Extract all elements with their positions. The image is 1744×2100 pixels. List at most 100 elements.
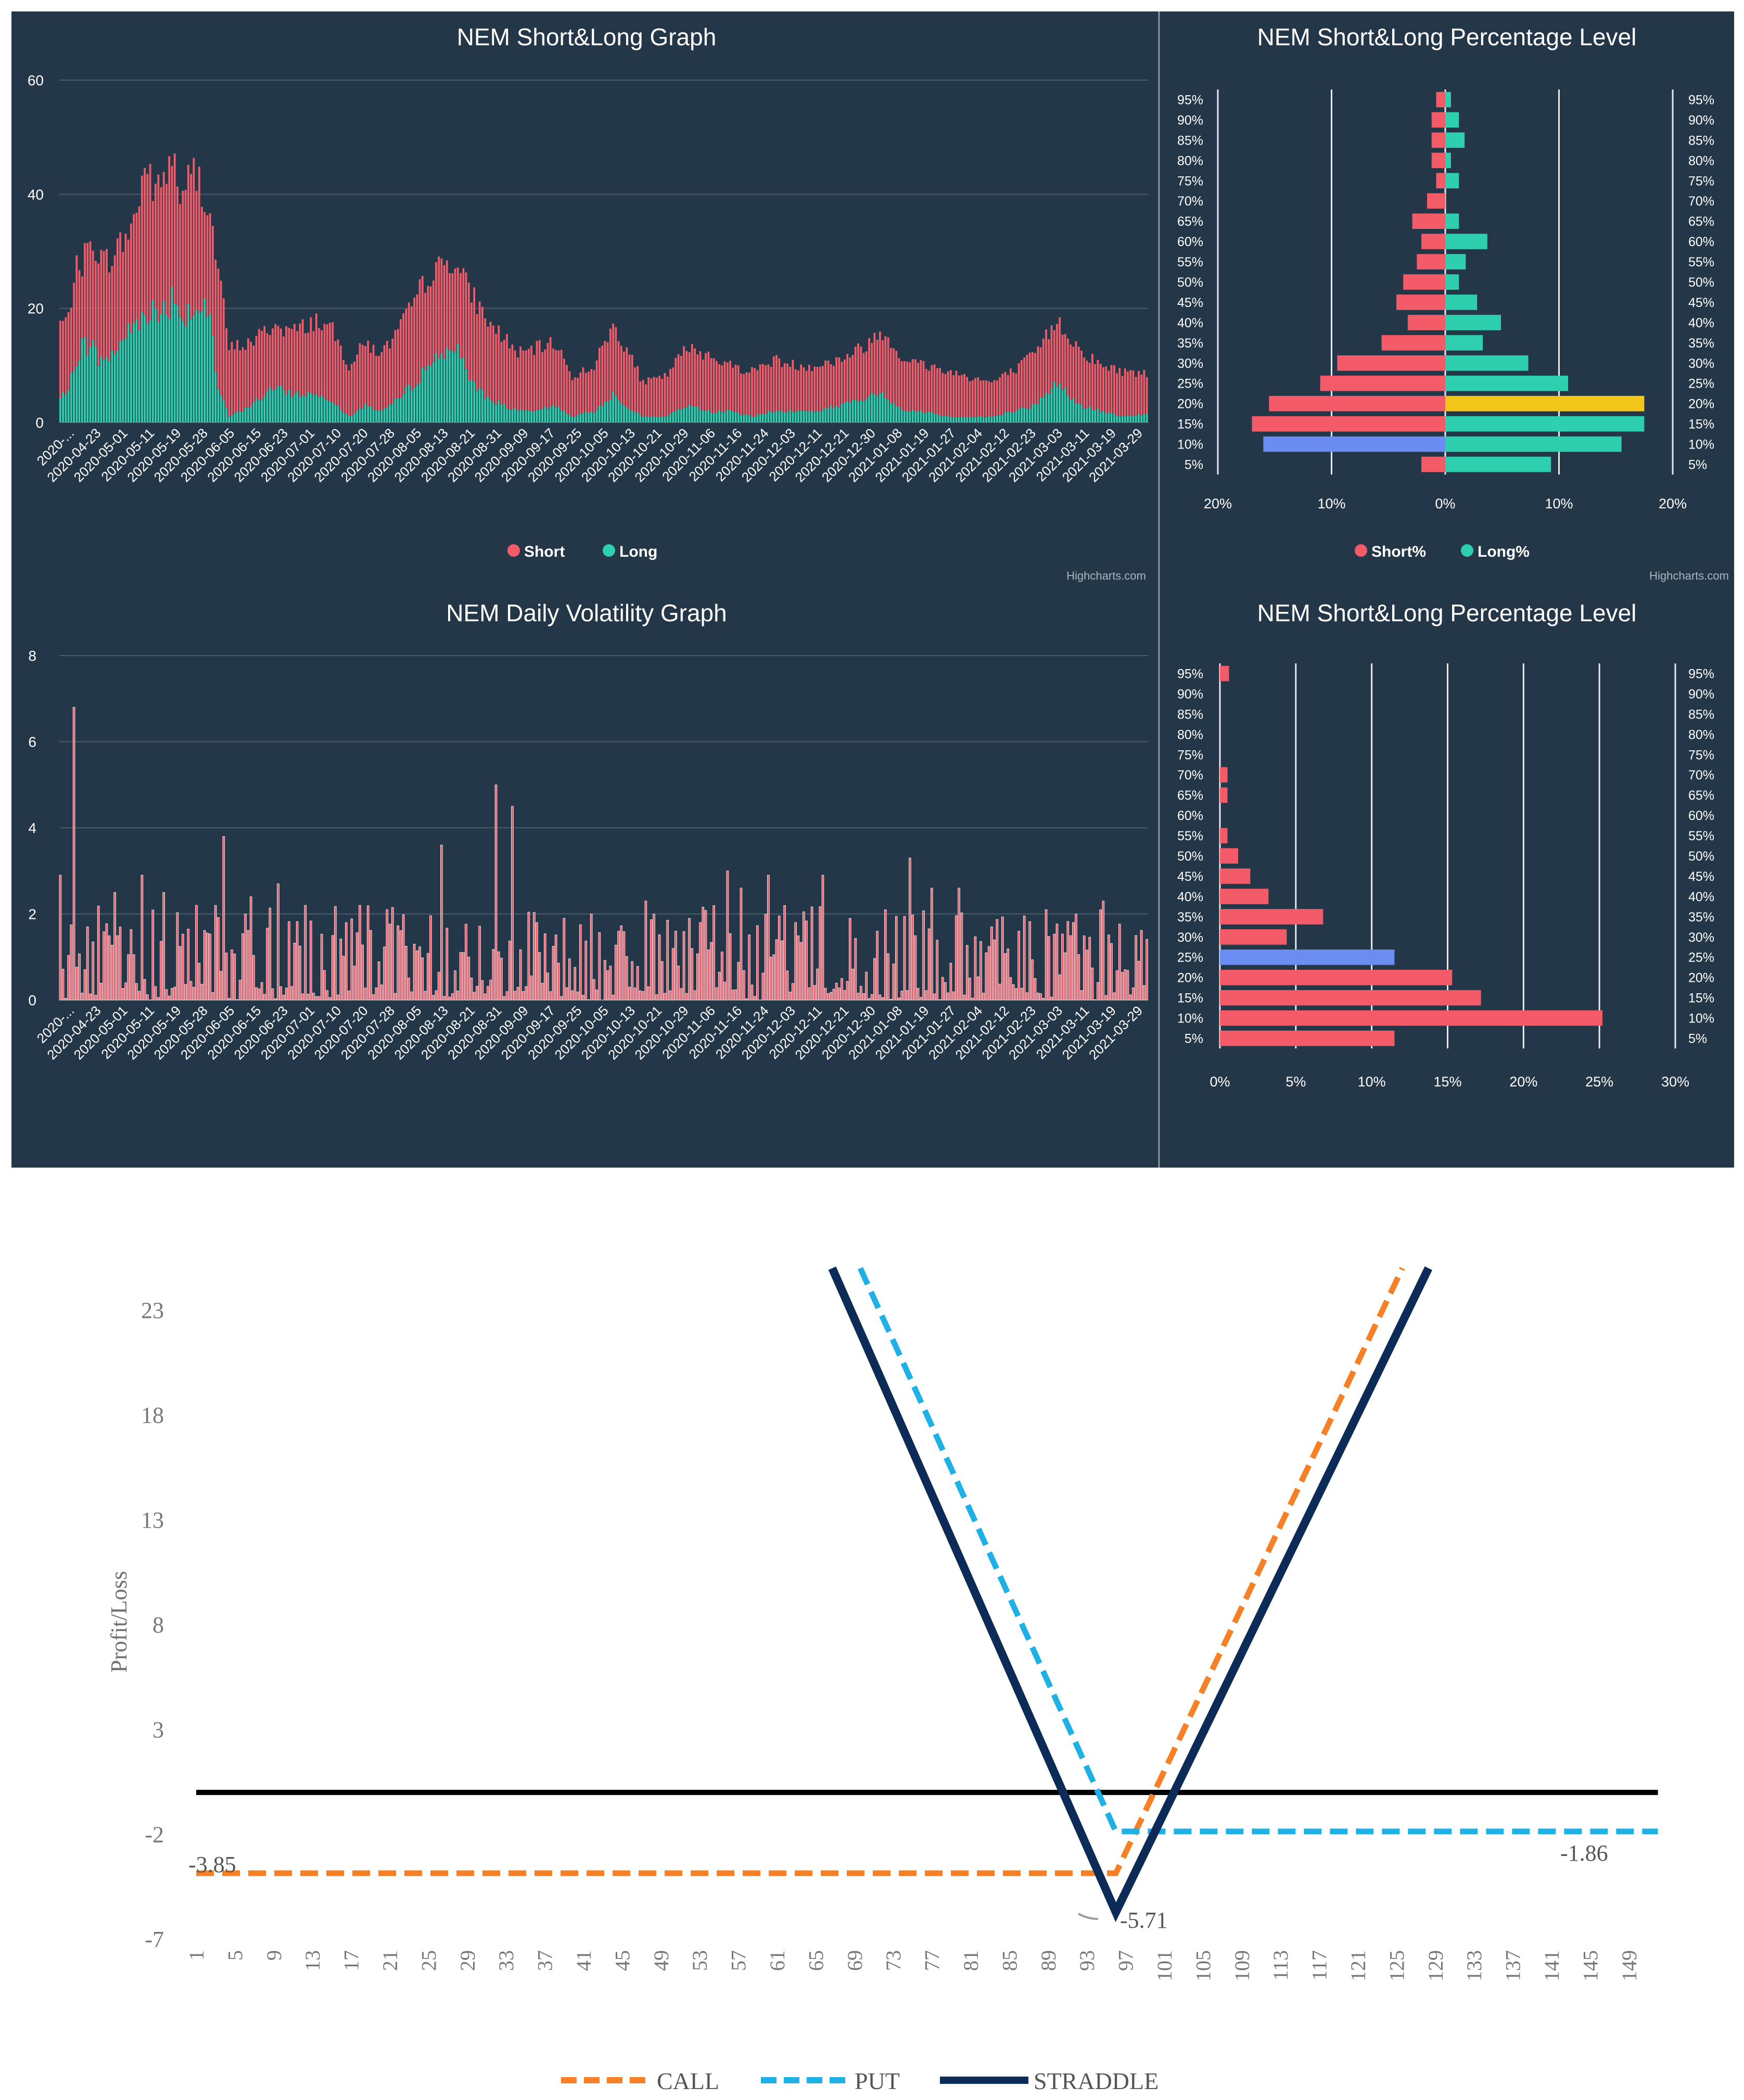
short-bar [92,250,94,340]
long-bar [378,411,380,422]
volatility-bar [1135,935,1137,1001]
volatility-bar [394,993,397,1001]
volatility-bar [445,928,449,1001]
volatility-bar [296,921,299,1001]
long-bar [269,387,271,422]
category-label-right: 70% [1688,194,1714,209]
category-label-right: 60% [1688,809,1714,823]
pct-level-title-top: NEM Short&Long Percentage Level [1257,23,1637,50]
long-bar [312,394,315,422]
volatility-bar [576,991,579,1001]
long-pct-bar [1445,395,1645,412]
long-bar [811,410,813,422]
volatility-bar [691,948,694,1001]
short-bar [900,361,903,410]
long-bar [212,336,214,422]
long-bar [712,413,715,422]
short-bar [252,345,255,403]
long-pct-bar [1445,234,1487,249]
volatility-bar [996,919,999,1001]
long-bar [367,406,370,422]
volatility-bar [386,909,389,1001]
volatility-bar [658,934,661,1001]
long-bar [694,406,696,422]
short-bar [476,314,478,392]
volatility-bar [366,905,370,1001]
long-bar [1088,406,1091,422]
short-bar [454,268,456,353]
long-bar [517,410,519,422]
long-bar [939,415,941,422]
volatility-bar [715,987,718,1001]
volatility-bar [525,986,527,1001]
volatility-bar [879,994,882,1001]
long-bar [263,396,266,422]
long-bar [209,314,211,422]
long-bar [1110,413,1113,422]
long-bar [435,353,437,422]
long-bar [1080,404,1083,422]
short-bar [1012,372,1015,413]
short-bar [1032,352,1034,405]
volatility-bar [653,914,655,1001]
short-bar [765,365,767,414]
short-bar [770,366,772,412]
volatility-bar [560,996,563,1001]
short-bar [759,364,761,415]
long-bar [882,391,884,422]
long-bar [606,401,609,422]
short-bar [1072,347,1075,399]
long-bar [473,382,476,422]
short-bar [198,167,200,313]
volatility-bar [337,994,339,1001]
long-bar [702,411,704,422]
short-bar [917,363,919,412]
volatility-bar [67,955,70,1001]
short-bar [873,332,876,394]
short-bar [781,367,783,411]
long-bar [805,411,808,422]
short-bar [1021,360,1023,407]
long-bar [582,413,584,422]
short-bar [944,374,947,416]
long-bar [893,403,895,422]
long-bar [397,398,399,422]
short-bar [389,348,391,405]
short-bar [612,323,614,391]
short-bar [1056,324,1058,388]
long-bar [579,414,582,422]
long-pct-bar [1445,355,1529,371]
long-bar [963,417,965,422]
long-bar [288,390,290,422]
volatility-bar [252,955,255,1001]
short-bar [871,343,873,394]
long-bar [307,391,309,422]
short-bar [928,370,930,412]
short-bar [62,321,64,392]
short-bar [650,378,653,417]
short-bar [1099,364,1102,413]
short-pct-bar [1431,152,1445,169]
long-bar [696,406,699,422]
volatility-bar [516,987,519,1001]
short-bar [1028,352,1031,409]
long-bar [1042,398,1045,422]
short-bar [595,360,598,410]
category-label-right: 40% [1688,316,1714,330]
short-bar [737,365,740,413]
volatility-bar [206,932,209,1001]
short-bar [228,350,231,417]
category-label-left: 10% [1177,438,1203,452]
annotation-call-min: -3.85 [188,1852,236,1877]
volatility-bar [947,992,949,1001]
volatility-bar [61,969,65,1001]
volatility-bar [827,993,830,1001]
annotation-straddle-min: -5.71 [1120,1907,1168,1933]
volatility-bar [231,950,233,1001]
long-bar [274,389,277,422]
short-bar [321,330,323,395]
volatility-bar [854,938,857,1001]
volatility-bar [1066,921,1070,1001]
short-pct-bar [1220,990,1481,1006]
long-bar [138,330,141,422]
